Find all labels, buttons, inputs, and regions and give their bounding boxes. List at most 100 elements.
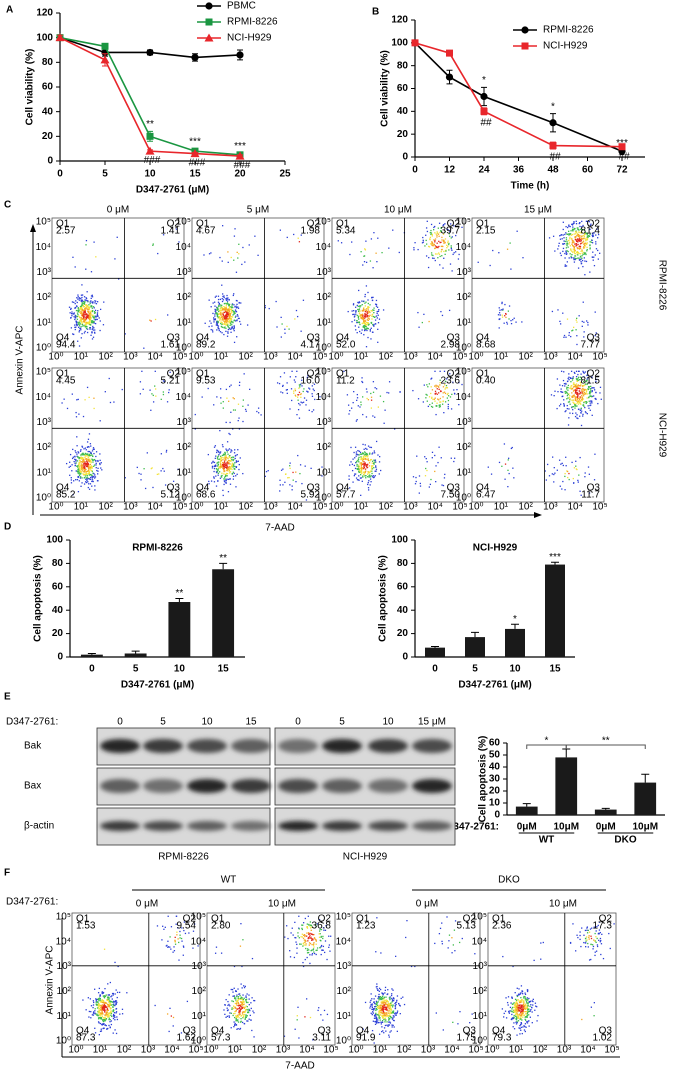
event-dot — [364, 451, 366, 453]
event-dot — [227, 321, 229, 323]
event-dot — [443, 257, 445, 259]
event-dot — [386, 1012, 388, 1014]
event-dot — [474, 953, 476, 955]
event-dot — [557, 245, 560, 247]
event-dot — [366, 329, 368, 332]
significance: ### — [234, 160, 251, 171]
quadrant-value: 52.0 — [336, 340, 356, 351]
event-dot — [550, 394, 553, 396]
event-dot — [359, 406, 361, 408]
event-dot — [303, 942, 305, 944]
event-dot — [445, 384, 448, 387]
event-dot — [227, 308, 229, 311]
event-dot — [291, 927, 293, 929]
event-dot — [236, 1020, 239, 1022]
event-dot — [250, 1019, 252, 1021]
event-dot — [97, 1010, 99, 1012]
event-dot — [84, 309, 86, 311]
event-dot — [599, 386, 602, 388]
quadrant-value: 3.11 — [312, 1033, 331, 1044]
event-dot — [438, 240, 440, 243]
event-dot — [85, 299, 87, 301]
event-dot — [564, 264, 566, 266]
event-dot — [88, 306, 91, 308]
event-dot — [444, 380, 447, 383]
event-dot — [562, 221, 564, 223]
event-dot — [441, 248, 443, 251]
event-dot — [438, 404, 440, 406]
event-dot — [384, 989, 386, 992]
event-dot — [597, 237, 599, 239]
event-dot — [116, 991, 119, 994]
event-dot — [574, 399, 576, 401]
event-dot — [574, 238, 577, 241]
event-dot — [371, 314, 373, 316]
event-dot — [315, 923, 317, 926]
event-dot — [91, 315, 93, 317]
y-tick-label: 10³ — [177, 267, 192, 278]
event-dot — [114, 1004, 116, 1007]
event-dot — [582, 387, 584, 390]
event-dot — [574, 257, 576, 259]
event-dot — [422, 401, 424, 403]
event-dot — [232, 309, 234, 312]
event-dot — [360, 494, 362, 497]
event-dot — [365, 453, 367, 456]
event-dot — [152, 394, 154, 397]
event-dot — [309, 1016, 312, 1019]
event-dot — [95, 316, 97, 318]
event-dot — [229, 483, 232, 485]
row-label: RPMI-8226 — [656, 260, 667, 311]
event-dot — [573, 402, 575, 405]
event-dot — [224, 315, 226, 318]
event-dot — [218, 458, 221, 460]
event-dot — [302, 937, 305, 939]
event-dot — [76, 318, 79, 320]
event-dot — [88, 310, 90, 312]
event-dot — [226, 478, 228, 480]
y-tick-label: 10² — [37, 442, 52, 453]
event-dot — [588, 407, 590, 409]
legend-marker — [204, 33, 214, 42]
event-dot — [89, 327, 92, 329]
x-tick-label: 15 — [218, 664, 230, 675]
event-dot — [594, 311, 596, 313]
event-dot — [568, 417, 570, 419]
event-dot — [571, 379, 574, 381]
event-dot — [82, 459, 84, 462]
event-dot — [232, 314, 234, 316]
event-dot — [585, 389, 587, 391]
comparison-bracket — [565, 744, 646, 749]
event-dot — [112, 1032, 114, 1034]
protein-label: Bak — [24, 741, 42, 752]
event-dot — [364, 456, 367, 458]
event-dot — [99, 463, 101, 466]
event-dot — [597, 258, 599, 260]
event-dot — [231, 463, 233, 465]
event-dot — [372, 415, 374, 417]
event-dot — [89, 315, 91, 318]
event-dot — [583, 246, 585, 248]
event-dot — [91, 458, 93, 460]
y-tick-label: 100 — [391, 37, 408, 48]
event-dot — [579, 235, 581, 237]
event-dot — [97, 998, 99, 1000]
event-dot — [393, 1026, 395, 1028]
event-dot — [293, 233, 295, 236]
event-dot — [296, 370, 298, 372]
event-dot — [88, 472, 91, 474]
event-dot — [97, 1004, 100, 1006]
event-dot — [364, 320, 367, 322]
event-dot — [104, 995, 106, 998]
event-dot — [289, 467, 291, 470]
legend-label: RPMI-8226 — [227, 17, 278, 28]
event-dot — [584, 406, 586, 409]
event-dot — [567, 393, 569, 396]
event-dot — [382, 1002, 384, 1004]
event-dot — [82, 452, 84, 454]
y-tick-label: 40 — [397, 106, 409, 117]
event-dot — [367, 489, 370, 491]
event-dot — [218, 466, 220, 469]
event-dot — [70, 482, 73, 484]
event-dot — [416, 455, 418, 457]
